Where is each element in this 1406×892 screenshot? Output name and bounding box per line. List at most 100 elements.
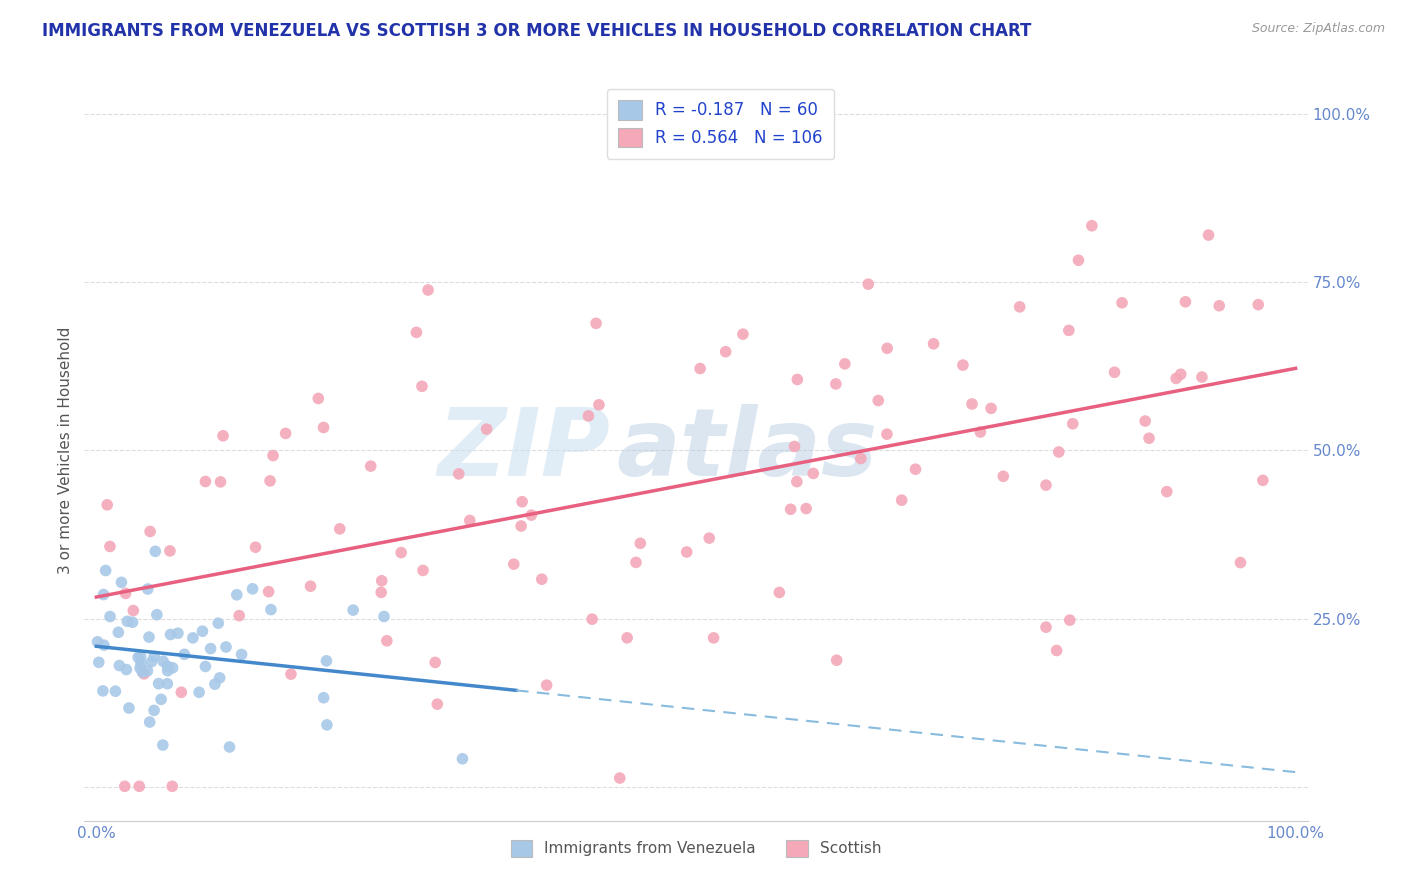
Point (194, 659, 217, 673)
Point (1059, 613, 1081, 627)
Point (876, 427, 898, 442)
Point (209, 475, 232, 489)
Point (86, 635, 108, 649)
Point (1035, 620, 1057, 634)
Point (299, 579, 322, 593)
Point (426, 697, 449, 711)
Point (98, 540, 121, 554)
Point (578, 409, 600, 423)
Point (969, 425, 991, 439)
Point (370, 585, 392, 599)
Point (148, 676, 170, 690)
Point (876, 341, 898, 355)
Point (786, 475, 808, 489)
Point (628, 536, 651, 550)
Point (952, 358, 974, 372)
Point (1062, 417, 1084, 431)
Point (993, 469, 1015, 483)
Point (794, 501, 817, 516)
Point (834, 357, 856, 371)
Point (129, 661, 152, 675)
Point (257, 584, 280, 599)
Point (118, 701, 141, 715)
Point (1046, 643, 1069, 657)
Point (980, 401, 1002, 416)
Point (114, 780, 136, 794)
Point (1198, 228, 1220, 243)
Point (329, 522, 352, 536)
Point (215, 640, 238, 654)
Point (1170, 368, 1192, 382)
Point (342, 603, 364, 617)
Point (181, 631, 204, 645)
Point (156, 664, 179, 678)
Text: IMMIGRANTS FROM VENEZUELA VS SCOTTISH 3 OR MORE VEHICLES IN HOUSEHOLD CORRELATIO: IMMIGRANTS FROM VENEZUELA VS SCOTTISH 3 … (42, 22, 1032, 40)
Point (1035, 478, 1057, 492)
Point (312, 690, 335, 705)
Point (167, 626, 190, 640)
Point (731, 327, 754, 342)
Point (94, 564, 117, 578)
Point (1081, 219, 1104, 233)
Point (416, 283, 439, 297)
Point (129, 649, 152, 664)
Point (616, 631, 638, 645)
Point (373, 609, 395, 624)
Point (173, 648, 195, 662)
Point (1251, 474, 1274, 488)
Point (502, 557, 524, 571)
Point (425, 656, 447, 670)
Point (1008, 300, 1031, 314)
Point (315, 654, 337, 668)
Point (156, 659, 179, 673)
Point (858, 277, 880, 292)
Point (922, 336, 945, 351)
Text: Source: ZipAtlas.com: Source: ZipAtlas.com (1251, 22, 1385, 36)
Point (890, 493, 912, 508)
Point (458, 513, 481, 527)
Point (117, 615, 139, 629)
Point (138, 714, 160, 729)
Point (93, 638, 115, 652)
Text: ZIP: ZIP (437, 404, 610, 497)
Point (159, 544, 181, 558)
Point (122, 603, 145, 617)
Point (138, 630, 160, 644)
Point (1057, 323, 1080, 337)
Point (783, 440, 806, 454)
Point (588, 398, 610, 412)
Point (136, 664, 159, 678)
Point (389, 545, 412, 559)
Point (96, 498, 118, 512)
Point (536, 678, 558, 692)
Point (170, 685, 193, 699)
Point (91, 684, 114, 698)
Point (136, 582, 159, 596)
Point (1166, 371, 1188, 385)
Point (824, 376, 846, 391)
Point (245, 540, 267, 554)
Point (960, 397, 983, 411)
Point (520, 508, 543, 522)
Point (585, 316, 607, 330)
Point (581, 612, 603, 626)
Point (93, 588, 115, 602)
Point (98, 609, 121, 624)
Point (510, 494, 533, 508)
Point (360, 459, 382, 474)
Point (139, 524, 162, 539)
Point (231, 648, 253, 662)
Point (312, 420, 335, 434)
Point (1208, 299, 1230, 313)
Point (609, 771, 631, 785)
Point (1137, 431, 1160, 445)
Point (316, 718, 339, 732)
Point (675, 545, 697, 559)
Point (405, 326, 427, 340)
Point (127, 650, 149, 665)
Point (225, 588, 247, 602)
Point (150, 692, 173, 706)
Point (786, 372, 808, 386)
Point (530, 572, 553, 586)
Point (156, 676, 179, 690)
